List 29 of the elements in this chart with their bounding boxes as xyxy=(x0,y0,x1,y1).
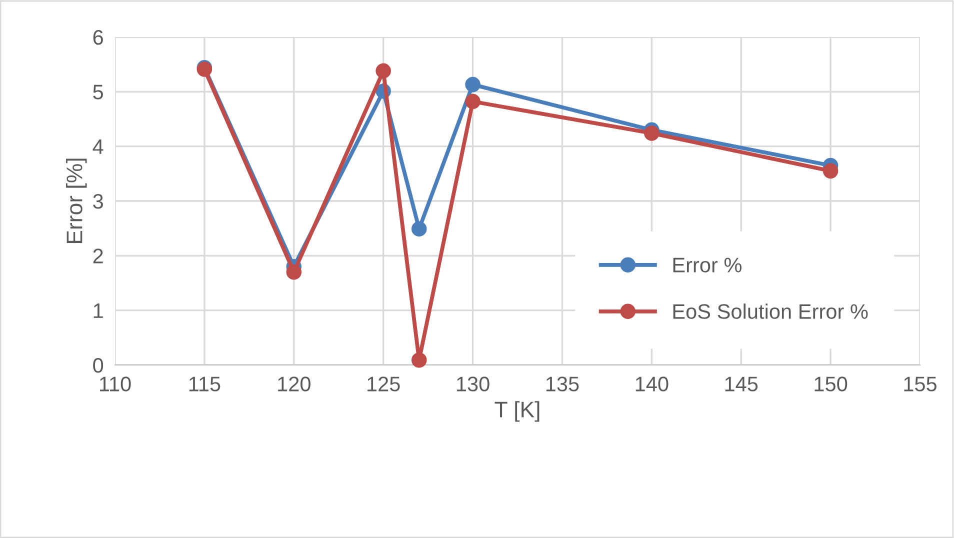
x-tick-label: 120 xyxy=(278,376,310,392)
x-tick-label: 135 xyxy=(546,376,579,392)
y-axis-title: Error [%] xyxy=(66,158,87,244)
point xyxy=(822,163,838,179)
x-tick-label: 155 xyxy=(904,376,937,392)
y-tick-label: 3 xyxy=(93,194,103,209)
y-tick-label: 2 xyxy=(93,248,103,264)
x-tick-label: 150 xyxy=(814,376,848,392)
legend-label: EoS Solution Error % xyxy=(673,304,868,319)
point xyxy=(286,264,302,280)
point xyxy=(465,94,480,110)
y-tick-label: 5 xyxy=(93,84,104,100)
x-tick-label: 130 xyxy=(456,376,490,392)
y-tick-label: 6 xyxy=(93,30,103,45)
point xyxy=(644,126,660,141)
y-tick-label: 4 xyxy=(92,140,104,154)
point xyxy=(411,221,427,237)
x-tick-label: 140 xyxy=(636,376,668,392)
x-tick-label: 145 xyxy=(725,376,758,392)
legend-label: Error % xyxy=(673,258,742,272)
x-tick-label: 125 xyxy=(368,376,400,392)
x-axis-title: T [K] xyxy=(494,401,540,422)
point xyxy=(465,76,480,92)
y-tick-label: 1 xyxy=(94,304,103,318)
x-tick-label: 115 xyxy=(189,376,220,392)
x-tick-label: 110 xyxy=(100,376,131,392)
y-tick-label: 0 xyxy=(93,358,104,373)
point xyxy=(411,352,427,368)
point xyxy=(376,63,391,79)
